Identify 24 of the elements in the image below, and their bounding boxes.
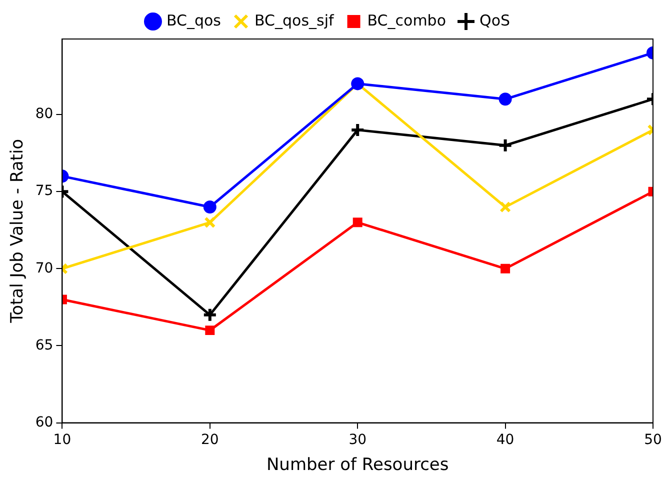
point — [350, 122, 366, 138]
legend-label: BC_combo — [367, 11, 446, 30]
x-tick-label: 10 — [53, 432, 72, 448]
x-tick-label: 20 — [200, 432, 219, 448]
point — [202, 307, 218, 322]
y-tick-label: 80 — [35, 106, 54, 122]
legend-label: BC_qos_sjf — [254, 11, 334, 30]
legend-label: BC_qos — [166, 11, 222, 30]
x-tick-label: 50 — [644, 432, 662, 448]
point — [500, 264, 510, 274]
point — [203, 200, 216, 214]
x-tick-label: 40 — [496, 432, 514, 448]
x-axis-title: Number of Resources — [266, 455, 449, 476]
y-axis-title: Total Job Value - Ratio — [8, 138, 28, 324]
point — [498, 138, 513, 153]
point — [498, 92, 512, 106]
legend-label: QoS — [480, 11, 510, 30]
point — [205, 326, 215, 336]
y-tick-label: 60 — [35, 414, 54, 430]
x-tick-label: 30 — [348, 432, 367, 448]
point — [352, 218, 362, 228]
y-tick-label: 75 — [35, 183, 54, 200]
y-tick-label: 70 — [35, 260, 54, 276]
y-tick-label: 65 — [35, 337, 54, 354]
